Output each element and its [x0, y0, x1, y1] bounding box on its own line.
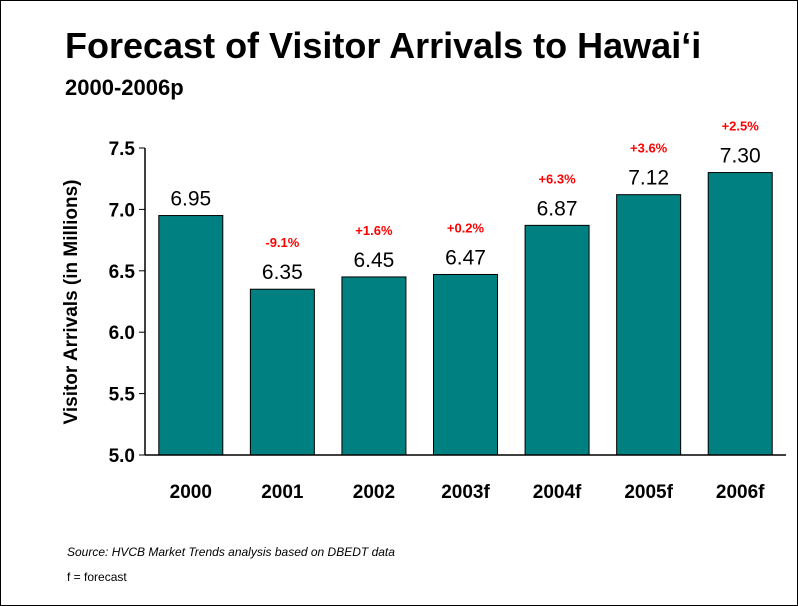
data-label: 6.35	[262, 261, 303, 284]
bar	[249, 288, 315, 456]
x-tick-label: 2001	[261, 482, 304, 503]
bar	[158, 215, 224, 456]
bar	[433, 273, 498, 456]
change-label: -9.1%	[265, 235, 299, 250]
bar	[524, 224, 590, 456]
x-tick-label: 2006f	[716, 482, 765, 503]
y-tick-label: 7.5	[109, 139, 136, 160]
x-tick-label: 2000	[170, 482, 212, 503]
y-tick-label: 6.0	[109, 323, 135, 344]
chart-title: Forecast of Visitor Arrivals to Hawai‘i	[65, 25, 702, 66]
data-label: 6.95	[170, 188, 211, 211]
bar	[616, 194, 682, 456]
y-tick-label: 5.0	[109, 446, 135, 467]
y-axis-label-group: Visitor Arrivals (in Millions)	[61, 180, 82, 425]
bars	[158, 172, 773, 456]
data-label: 7.30	[720, 145, 761, 168]
change-label: +1.6%	[355, 223, 393, 238]
data-label: 6.47	[445, 246, 486, 269]
axes	[144, 148, 786, 456]
x-tick-label: 2004f	[533, 482, 582, 503]
change-label: +3.6%	[630, 141, 668, 156]
y-tick-label: 5.5	[109, 385, 136, 406]
change-label: +0.2%	[447, 220, 485, 235]
change-label: +6.3%	[538, 171, 576, 186]
data-label: 7.12	[628, 167, 669, 190]
y-axis-ticks: 5.0 5.5 6.0 6.5 7.0 7.5	[109, 139, 145, 467]
bar-labels: 6.95 2000 6.35 -9.1% 2001 6.45 +1.6% 2002 6.47 +0…	[170, 119, 766, 503]
data-label: 6.45	[353, 249, 394, 272]
x-tick-label: 2005f	[624, 482, 673, 503]
bar	[341, 276, 407, 456]
chart-subtitle: 2000-2006p	[65, 75, 184, 100]
x-tick-label: 2003f	[441, 482, 490, 503]
change-label: +2.5%	[722, 119, 760, 134]
y-tick-label: 6.5	[109, 262, 136, 283]
forecast-footnote: f = forecast	[67, 570, 127, 584]
x-tick-label: 2002	[353, 482, 395, 503]
data-label: 6.87	[537, 197, 578, 220]
bar	[707, 172, 773, 456]
y-tick-label: 7.0	[109, 200, 135, 221]
source-note: Source: HVCB Market Trends analysis base…	[67, 545, 395, 559]
y-axis-label: Visitor Arrivals (in Millions)	[61, 180, 82, 425]
